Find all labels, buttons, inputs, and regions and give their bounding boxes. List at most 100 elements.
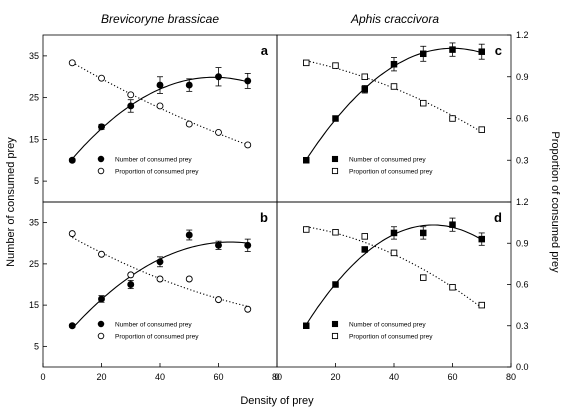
series-number bbox=[303, 42, 486, 164]
fit-curve-dotted bbox=[72, 236, 248, 307]
data-point bbox=[303, 156, 310, 164]
data-point bbox=[98, 74, 105, 82]
legend-marker bbox=[331, 320, 339, 328]
x-tick-label: 20 bbox=[96, 372, 106, 382]
panel-b: 5 15 25 35 0 20 40 60 80 b Number of consumed prey… bbox=[29, 201, 282, 382]
legend-label: Number of consumed prey bbox=[115, 157, 192, 164]
data-point bbox=[244, 141, 252, 149]
panel-c: 0.3 0.6 0.9 1.2 c Number of consumed prey Prop… bbox=[276, 30, 529, 203]
legend-label: Proportion of consumed prey bbox=[115, 169, 199, 176]
series-proportion bbox=[68, 230, 252, 313]
legend-marker bbox=[97, 167, 105, 175]
data-point bbox=[449, 46, 456, 53]
data-point bbox=[127, 102, 135, 110]
y-tick-label-right: 0.6 bbox=[516, 280, 529, 290]
data-point bbox=[390, 249, 398, 257]
data-point bbox=[332, 115, 339, 122]
x-tick-label: 60 bbox=[213, 372, 223, 382]
x-tick-label: 0 bbox=[40, 372, 45, 382]
legend-label: Number of consumed prey bbox=[115, 322, 192, 329]
data-point bbox=[303, 226, 310, 233]
y-axis-label-left: Number of consumed prey bbox=[5, 137, 17, 267]
data-point bbox=[68, 156, 76, 164]
data-point bbox=[127, 281, 135, 288]
data-point bbox=[420, 50, 427, 58]
title-right: Aphis craccivora bbox=[350, 12, 439, 26]
y-tick-label-right: 0.3 bbox=[516, 155, 529, 165]
series-proportion bbox=[303, 226, 486, 309]
panel-a: 5 15 25 35 a Number of consumed prey Proportio… bbox=[29, 34, 278, 203]
legend-marker bbox=[97, 320, 105, 328]
x-tick-label: 80 bbox=[272, 372, 282, 382]
data-point bbox=[185, 275, 193, 283]
y-tick-label-right: 0.3 bbox=[516, 321, 529, 331]
y-tick-label-left: 35 bbox=[29, 218, 39, 228]
x-axis-label: Density of prey bbox=[240, 395, 314, 407]
data-point bbox=[390, 83, 398, 90]
data-point bbox=[420, 99, 427, 107]
x-tick-label: 40 bbox=[155, 372, 165, 382]
data-point bbox=[390, 60, 398, 68]
data-point bbox=[215, 128, 222, 136]
data-point bbox=[98, 295, 105, 303]
data-point bbox=[449, 284, 456, 291]
y-tick-label-left: 15 bbox=[29, 134, 39, 144]
y-tick-label-left: 35 bbox=[29, 51, 39, 61]
data-point bbox=[98, 250, 105, 258]
y-tick-label-left: 5 bbox=[34, 341, 39, 351]
data-point bbox=[68, 230, 76, 238]
data-point bbox=[303, 322, 310, 330]
series-number bbox=[68, 229, 252, 330]
plot-area: 5 15 25 35 a Number of consumed prey Proportio… bbox=[29, 30, 529, 382]
data-point bbox=[244, 77, 252, 85]
data-point bbox=[156, 258, 164, 266]
y-tick-label-left: 5 bbox=[34, 176, 39, 186]
data-point bbox=[361, 73, 369, 80]
data-point bbox=[185, 231, 193, 239]
data-point bbox=[244, 305, 252, 313]
y-axis-label-right: Proportion of consumed prey bbox=[549, 131, 561, 273]
x-tick-label: 60 bbox=[447, 372, 457, 382]
x-tick-label: 80 bbox=[506, 372, 516, 382]
panel-d: 0.0 0.3 0.6 0.9 1.2 0 20 40 60 80 d Number of consu… bbox=[274, 197, 528, 382]
panel-label: d bbox=[494, 210, 502, 225]
data-point bbox=[156, 81, 164, 89]
data-point bbox=[420, 274, 427, 281]
legend-label: Proportion of consumed prey bbox=[349, 169, 433, 176]
legend-label: Proportion of consumed prey bbox=[349, 334, 433, 341]
panel-label: b bbox=[260, 210, 268, 225]
data-point bbox=[156, 102, 164, 110]
legend-marker bbox=[331, 332, 339, 340]
panel-label: a bbox=[261, 43, 269, 58]
data-point bbox=[390, 229, 398, 237]
data-point bbox=[98, 123, 105, 131]
data-point bbox=[478, 126, 486, 133]
data-point bbox=[449, 115, 456, 122]
x-tick-label: 40 bbox=[389, 372, 399, 382]
y-tick-label-right: 0.9 bbox=[516, 238, 529, 248]
data-point bbox=[361, 86, 369, 93]
data-point bbox=[332, 62, 339, 69]
data-point bbox=[332, 281, 339, 288]
data-point bbox=[303, 59, 310, 67]
title-left: Brevicoryne brassicae bbox=[101, 12, 219, 26]
series-proportion bbox=[303, 59, 486, 133]
data-point bbox=[215, 296, 222, 304]
data-point bbox=[127, 271, 135, 279]
panel-frame bbox=[42, 201, 278, 368]
data-point bbox=[215, 241, 222, 249]
data-point bbox=[361, 246, 369, 253]
panel-label: c bbox=[495, 43, 502, 58]
y-tick-label-left: 25 bbox=[29, 259, 39, 269]
series-number bbox=[68, 67, 252, 164]
legend-label: Proportion of consumed prey bbox=[115, 334, 199, 341]
y-tick-label-right: 0.0 bbox=[516, 362, 529, 372]
data-point bbox=[185, 81, 193, 89]
data-point bbox=[449, 221, 456, 228]
fit-curve bbox=[305, 224, 483, 325]
legend-marker bbox=[331, 155, 339, 163]
data-point bbox=[156, 275, 164, 283]
data-point bbox=[185, 120, 193, 128]
y-tick-label-left: 25 bbox=[29, 93, 39, 103]
